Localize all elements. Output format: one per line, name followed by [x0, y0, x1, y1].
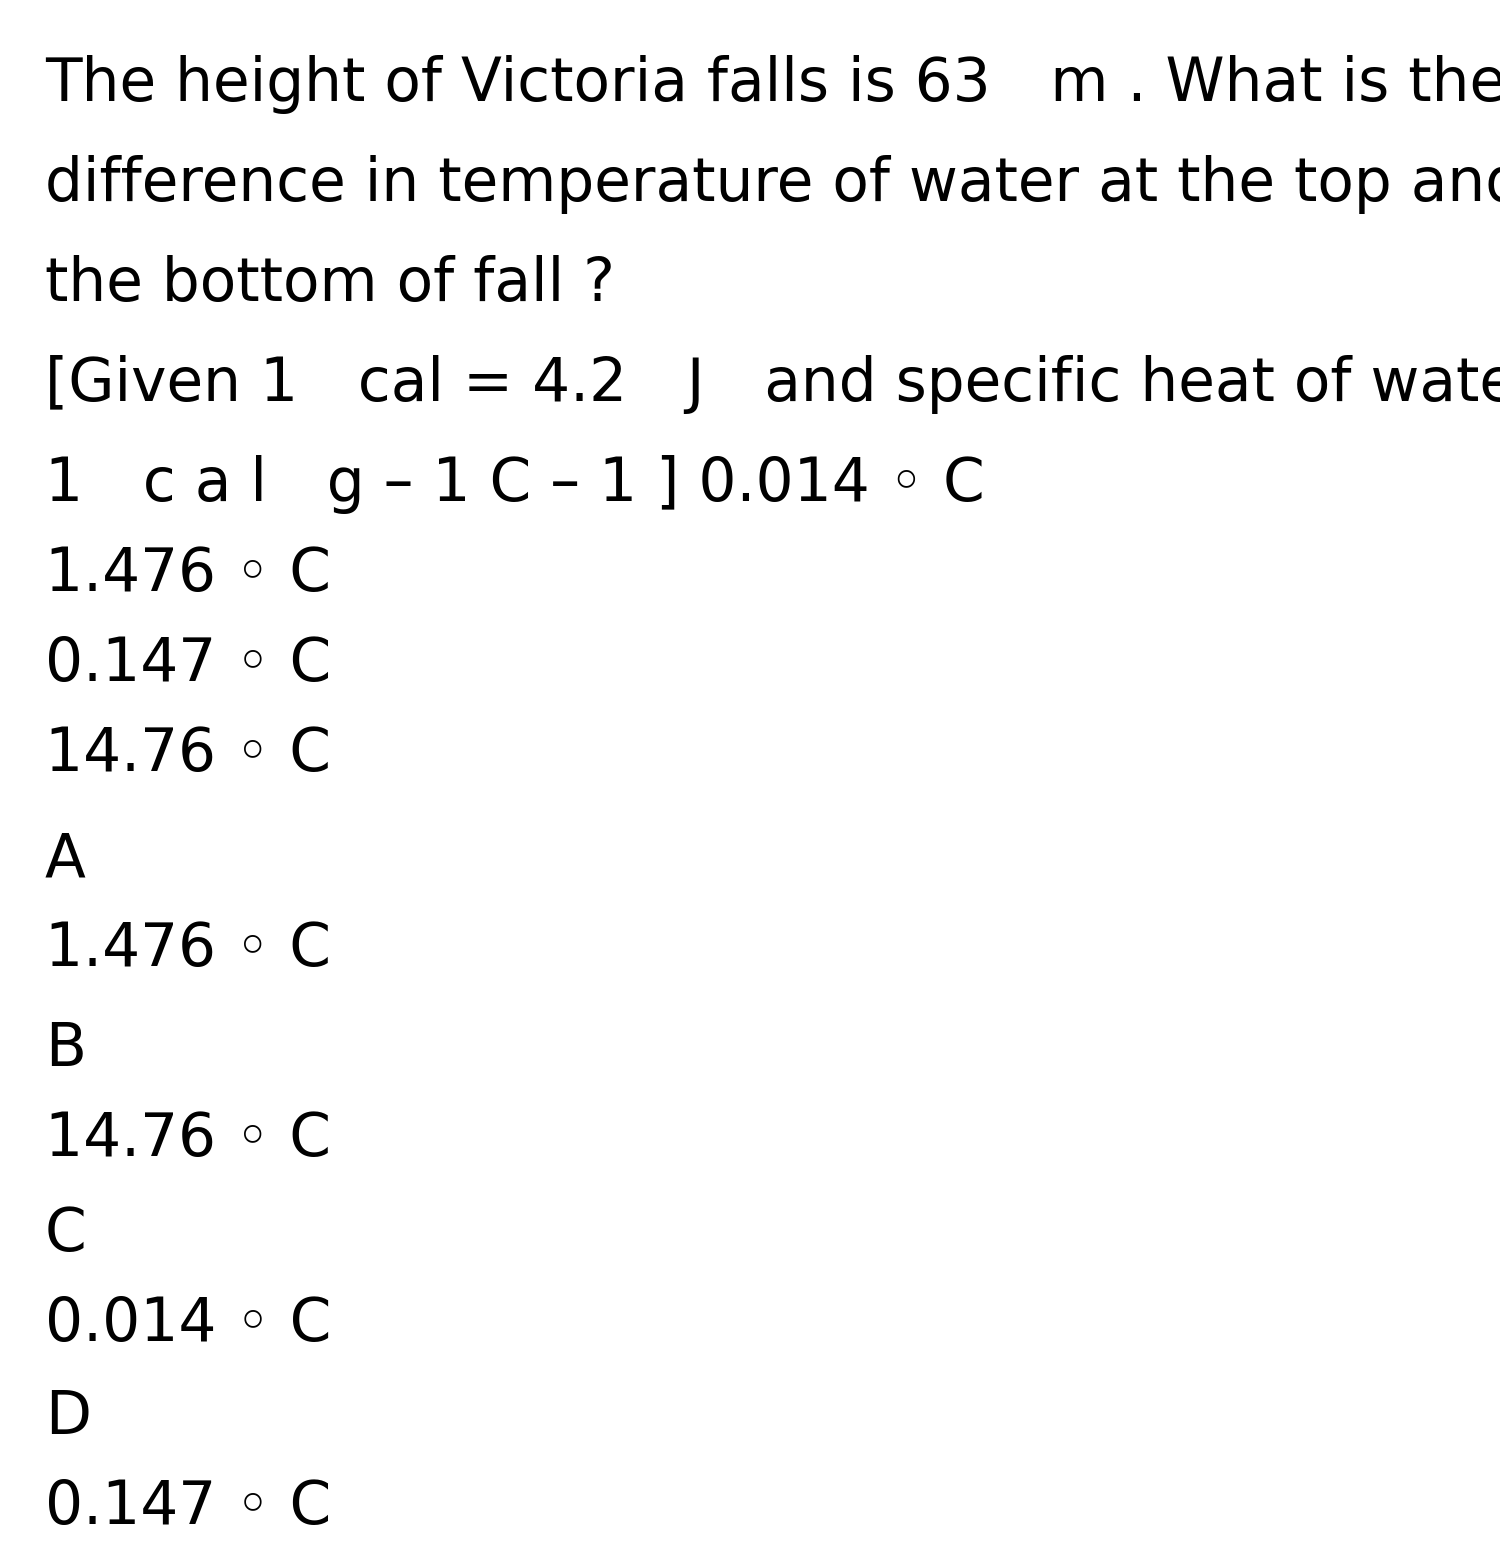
Text: 14.76 ◦ C: 14.76 ◦ C: [45, 724, 332, 784]
Text: 0.147 ◦ C: 0.147 ◦ C: [45, 635, 332, 695]
Text: difference in temperature of water at the top and at: difference in temperature of water at th…: [45, 155, 1500, 213]
Text: The height of Victoria falls is 63 m . What is the: The height of Victoria falls is 63 m . W…: [45, 55, 1500, 114]
Text: the bottom of fall ?: the bottom of fall ?: [45, 256, 615, 314]
Text: D: D: [45, 1388, 92, 1447]
Text: 14.76 ◦ C: 14.76 ◦ C: [45, 1110, 332, 1170]
Text: A: A: [45, 829, 86, 889]
Text: C: C: [45, 1204, 87, 1264]
Text: 1.476 ◦ C: 1.476 ◦ C: [45, 546, 332, 604]
Text: 0.014 ◦ C: 0.014 ◦ C: [45, 1295, 332, 1355]
Text: [Given 1 cal = 4.2 J and specific heat of water =: [Given 1 cal = 4.2 J and specific heat o…: [45, 354, 1500, 414]
Text: 0.147 ◦ C: 0.147 ◦ C: [45, 1479, 332, 1537]
Text: B: B: [45, 1021, 86, 1079]
Text: 1.476 ◦ C: 1.476 ◦ C: [45, 920, 332, 978]
Text: 1 c a l g – 1 C – 1 ] 0.014 ◦ C: 1 c a l g – 1 C – 1 ] 0.014 ◦ C: [45, 455, 984, 514]
